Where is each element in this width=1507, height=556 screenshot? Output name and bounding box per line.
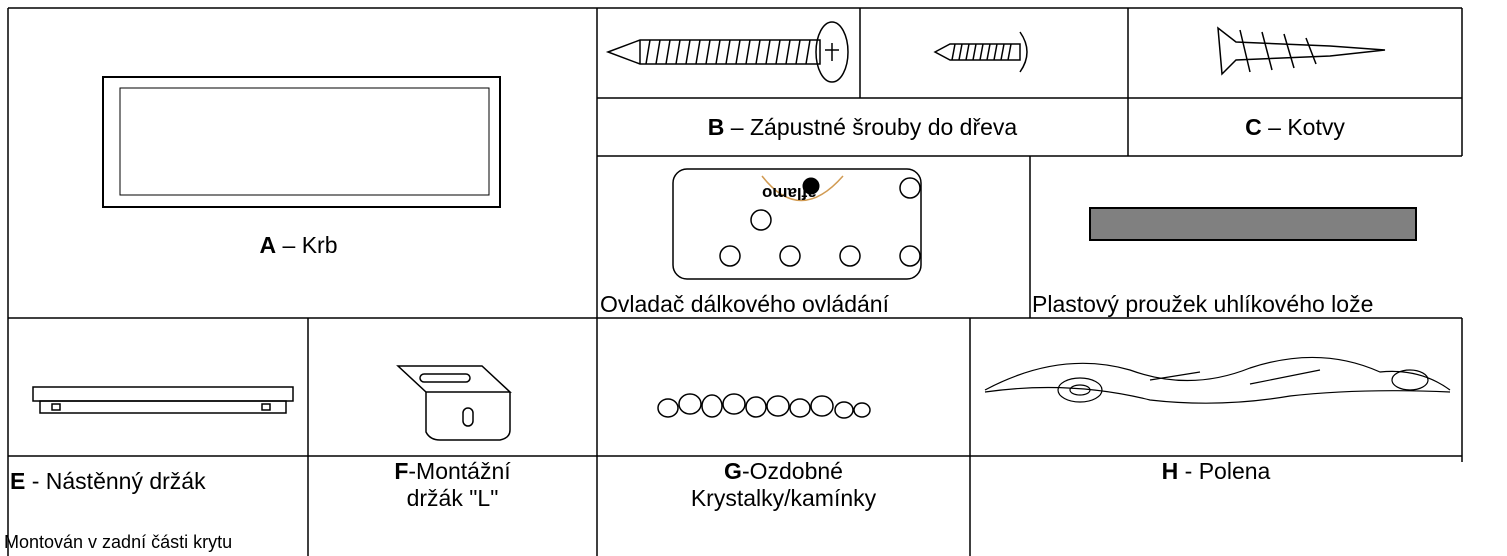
part-label: E - Nástěnný držák <box>10 468 206 494</box>
part-label: Plastový proužek uhlíkového lože <box>1032 291 1374 317</box>
part-label: C – Kotvy <box>1245 114 1345 140</box>
part-label: F-Montážní držák "L" <box>394 458 511 511</box>
part-label: A – Krb <box>259 232 338 258</box>
part-label: H - Polena <box>1161 458 1271 484</box>
part-label: Ovladač dálkového ovládání <box>600 291 889 317</box>
remote-brand: aflamo <box>762 184 817 203</box>
part-label: G-Ozdobné Krystalky/kamínky <box>690 458 877 511</box>
part-label: B – Zápustné šrouby do dřeva <box>707 114 1018 140</box>
footnote: Montován v zadní části krytu <box>4 532 233 552</box>
